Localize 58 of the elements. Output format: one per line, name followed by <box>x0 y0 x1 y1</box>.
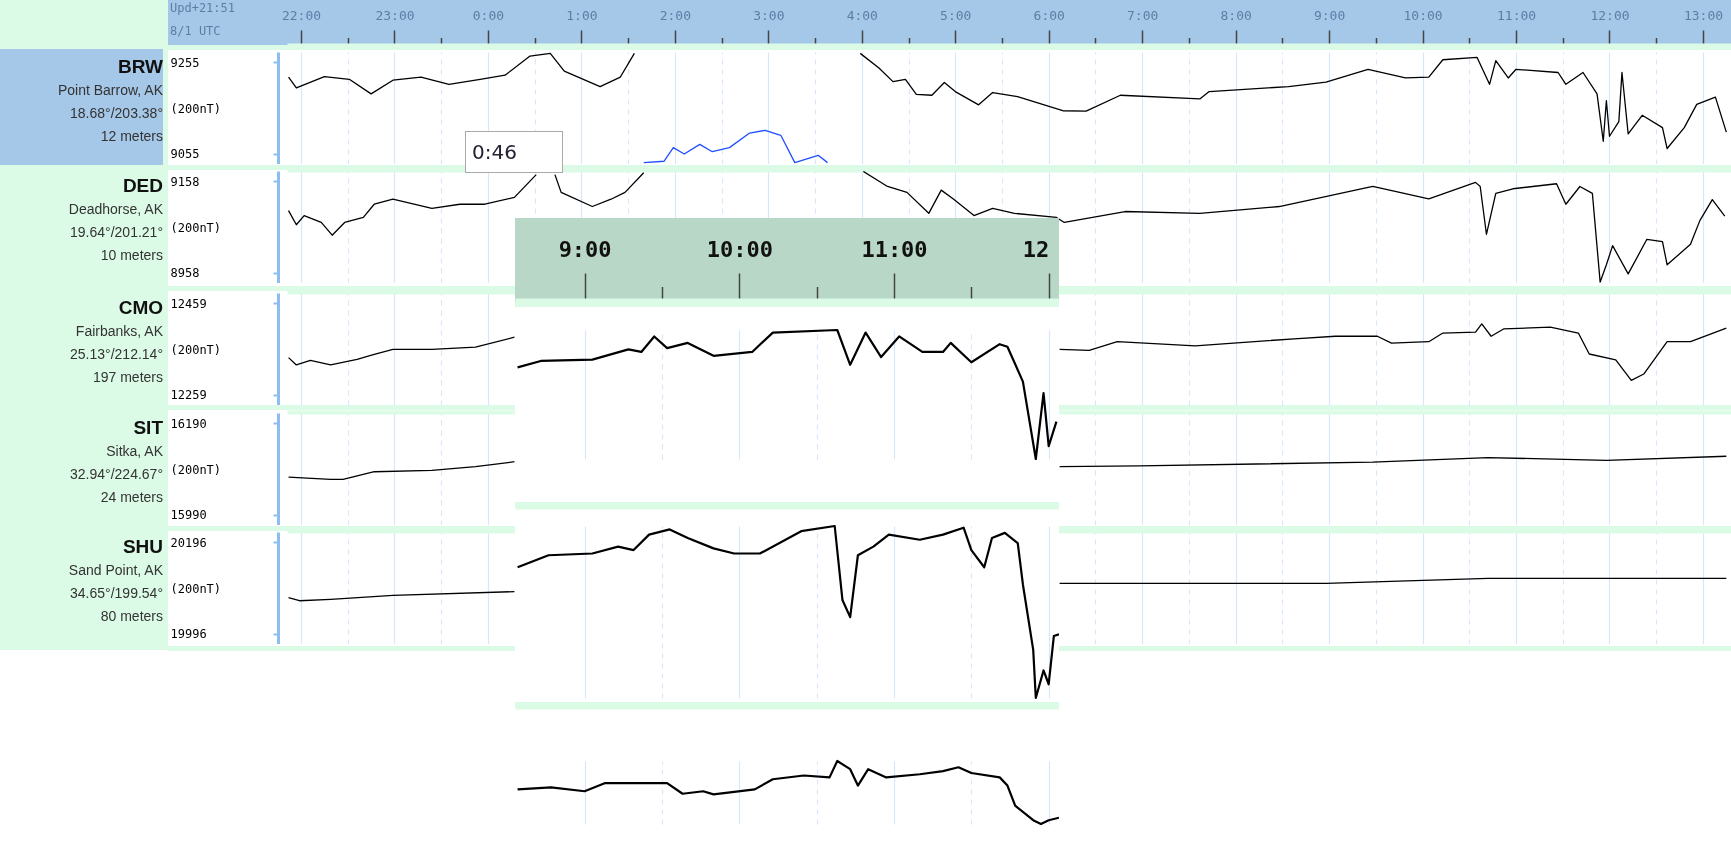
y-tick-label: 12259 <box>170 388 207 403</box>
x-tick-label: 12 <box>1022 236 1050 262</box>
y-tick-label: 12459 <box>170 296 207 311</box>
text: 12 meters <box>99 127 163 146</box>
text: 25.13°/212.14° <box>69 345 163 364</box>
y-axis-title: (200nT) <box>170 101 222 116</box>
y-tick-label: 9055 <box>170 147 200 162</box>
y-tick-label: 9158 <box>170 174 200 189</box>
x-tick-label: 4:00 <box>846 7 878 23</box>
x-tick-label: 5:00 <box>940 7 972 23</box>
x-tick-label: 7:00 <box>1127 7 1159 23</box>
y-tick-label: 15990 <box>170 508 207 523</box>
x-tick-label: 22:00 <box>281 7 322 23</box>
text: 34.65°/199.54° <box>69 584 163 603</box>
x-tick-label: 2:00 <box>659 7 692 23</box>
text: 19.64°/201.21° <box>69 223 163 242</box>
chart-title: SHU <box>121 535 163 559</box>
text: 32.94°/224.67° <box>69 465 163 484</box>
y-axis-title: (200nT) <box>170 220 222 235</box>
chart-title: BRW <box>116 55 163 79</box>
x-tick-label: 10:00 <box>706 236 773 262</box>
text: Point Barrow, AK <box>56 81 163 100</box>
y-axis-title: (200nT) <box>170 342 222 357</box>
x-tick-label: 6:00 <box>1033 7 1065 23</box>
x-tick-label: 13:00 <box>1683 7 1724 23</box>
y-tick-label: 9255 <box>170 55 200 70</box>
time-readout-box: 0:46 <box>465 131 563 173</box>
text: 197 meters <box>91 368 163 387</box>
chart-title: DED <box>121 174 163 198</box>
x-tick-label: 11:00 <box>1496 7 1537 23</box>
y-tick-label: 8958 <box>170 266 200 281</box>
x-tick-label: 10:00 <box>1403 7 1443 23</box>
x-tick-label: 0:00 <box>472 7 505 23</box>
x-tick-label: 23:00 <box>375 7 415 23</box>
y-axis-title: (200nT) <box>170 581 222 596</box>
x-tick-label: 9:00 <box>1313 7 1346 23</box>
x-tick-label: 12:00 <box>1590 7 1630 23</box>
x-tick-label: 9:00 <box>558 236 612 262</box>
text: Deadhorse, AK <box>67 200 163 219</box>
chart-title: CMO <box>117 296 163 320</box>
text: 18.68°/203.38° <box>69 104 163 123</box>
text: Upd+21:51 <box>170 1 237 17</box>
x-tick-label: 1:00 <box>566 7 598 23</box>
text: 24 meters <box>99 488 163 507</box>
x-tick-label: 3:00 <box>753 7 785 23</box>
y-tick-label: 19996 <box>170 627 207 642</box>
chart-title: SIT <box>132 416 163 440</box>
text: Sand Point, AK <box>67 561 163 580</box>
text: 80 meters <box>99 607 163 626</box>
x-tick-label: 11:00 <box>861 236 928 262</box>
text: 10 meters <box>99 246 163 265</box>
text: Sitka, AK <box>105 442 163 461</box>
y-tick-label: 16190 <box>170 416 207 431</box>
y-axis-title: (200nT) <box>170 462 222 477</box>
x-tick-label: 8:00 <box>1220 7 1252 23</box>
text: Fairbanks, AK <box>74 322 163 341</box>
y-tick-label: 20196 <box>170 535 207 550</box>
text: 8/1 UTC <box>170 24 222 40</box>
